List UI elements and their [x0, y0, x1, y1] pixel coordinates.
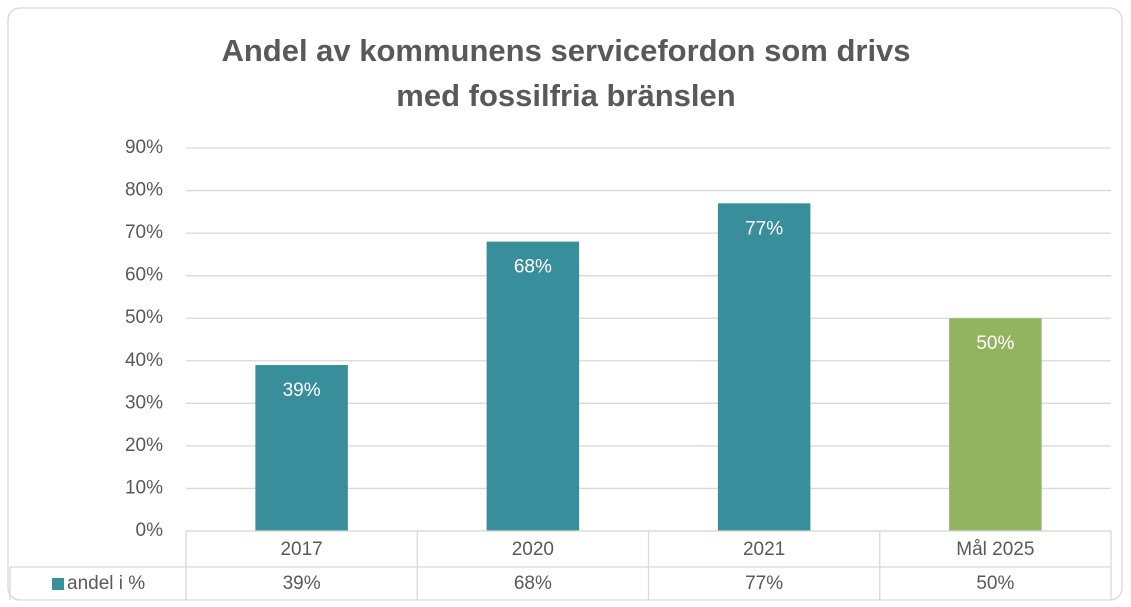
table-value: 68%: [514, 573, 552, 594]
y-tick-label: 90%: [125, 137, 163, 158]
y-tick-label: 70%: [125, 222, 163, 243]
bar: [717, 203, 811, 532]
data-label: 68%: [514, 257, 552, 278]
table-value: 39%: [283, 573, 321, 594]
data-label: 39%: [283, 380, 321, 401]
x-tick-label: 2017: [280, 539, 322, 560]
y-tick-label: 30%: [125, 392, 163, 413]
data-label: 77%: [745, 218, 783, 239]
table-value: 50%: [976, 573, 1014, 594]
bar: [486, 241, 580, 531]
y-tick-label: 0%: [136, 520, 164, 541]
table-value: 77%: [745, 573, 783, 594]
y-tick-label: 60%: [125, 265, 163, 286]
x-tick-label: Mål 2025: [956, 539, 1034, 560]
chart-title: Andel av kommunens servicefordon som dri…: [221, 33, 910, 68]
bar: [949, 318, 1042, 531]
x-tick-label: 2021: [743, 539, 785, 560]
y-tick-label: 10%: [125, 477, 163, 498]
legend-label: andel i %: [67, 573, 145, 594]
y-tick-label: 80%: [125, 180, 163, 201]
x-tick-label: 2020: [512, 539, 554, 560]
data-label: 50%: [976, 333, 1014, 354]
chart-title: med fossilfria bränslen: [396, 78, 735, 113]
y-tick-label: 50%: [125, 307, 163, 328]
y-tick-label: 40%: [125, 350, 163, 371]
legend-key: [52, 578, 64, 590]
y-tick-label: 20%: [125, 435, 163, 456]
bar: [255, 365, 348, 531]
